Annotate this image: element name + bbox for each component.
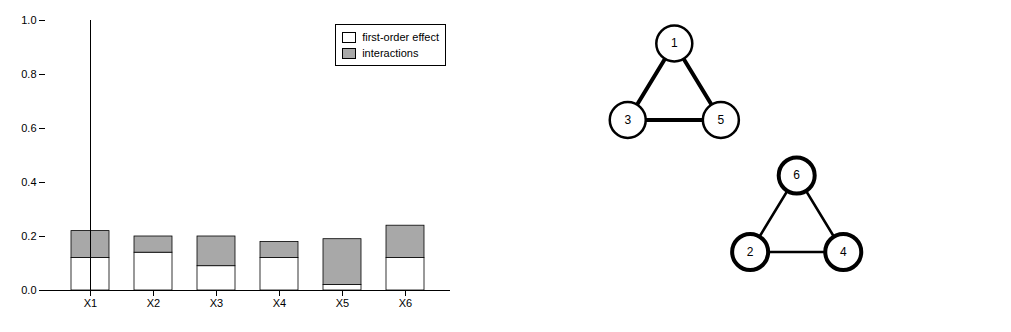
html-text:first-order effect: first-order effect [362, 31, 439, 43]
svg-text:0.0: 0.0 [21, 284, 36, 296]
svg-text:5: 5 [718, 113, 725, 127]
svg-text:4: 4 [840, 245, 847, 259]
svg-text:X6: X6 [399, 297, 412, 309]
svg-text:X4: X4 [273, 297, 286, 309]
html-text:interactions: interactions [362, 47, 419, 59]
svg-text:1: 1 [671, 36, 678, 50]
svg-text:0.4: 0.4 [21, 176, 36, 188]
svg-text:X1: X1 [84, 297, 97, 309]
svg-text:0.6: 0.6 [21, 122, 36, 134]
svg-text:X2: X2 [147, 297, 160, 309]
svg-text:0.8: 0.8 [21, 68, 36, 80]
svg-text:X5: X5 [336, 297, 349, 309]
svg-text:3: 3 [624, 113, 631, 127]
svg-text:2: 2 [747, 245, 754, 259]
svg-text:6: 6 [793, 168, 800, 182]
svg-text:1.0: 1.0 [21, 14, 36, 26]
svg-text:X3: X3 [210, 297, 223, 309]
svg-text:0.2: 0.2 [21, 230, 36, 242]
